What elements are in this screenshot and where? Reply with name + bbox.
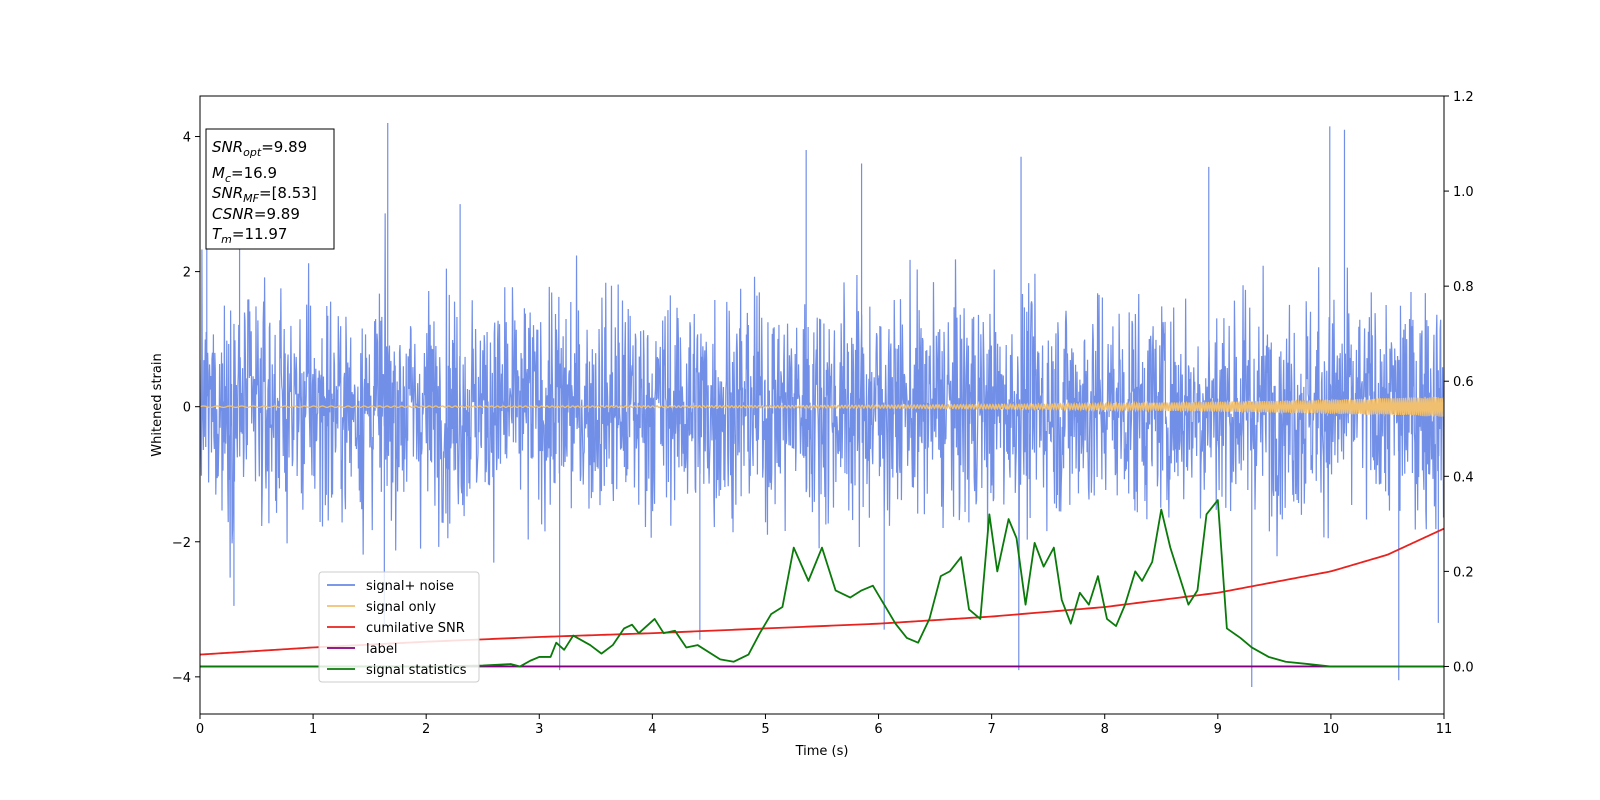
y2-tick-label: 1.2 bbox=[1453, 90, 1474, 105]
x-tick-label: 4 bbox=[648, 722, 656, 737]
y-tick-label: 0 bbox=[183, 401, 191, 416]
y-axis-left: −4 −2 0 2 4 bbox=[172, 131, 200, 686]
x-tick-label: 10 bbox=[1323, 722, 1340, 737]
x-tick-label: 2 bbox=[422, 722, 430, 737]
annotation-line: SNRMF=[8.53] bbox=[212, 184, 317, 205]
legend-entry: signal+ noise bbox=[366, 579, 454, 594]
legend-entry: signal only bbox=[366, 600, 436, 615]
x-axis: 0 1 2 3 4 5 6 7 8 9 10 11 bbox=[196, 714, 1452, 737]
y2-tick-label: 1.0 bbox=[1453, 185, 1474, 200]
annotation-line: Mc=16.9 bbox=[212, 164, 277, 185]
x-tick-label: 11 bbox=[1436, 722, 1453, 737]
legend-entry: cumilative SNR bbox=[366, 621, 465, 636]
x-tick-label: 7 bbox=[987, 722, 995, 737]
x-axis-label: Time (s) bbox=[795, 744, 849, 759]
annotation-line: CSNR=9.89 bbox=[212, 205, 300, 223]
annotation-line: Tm=11.97 bbox=[212, 225, 287, 246]
annotation-line: SNRopt=9.89 bbox=[212, 138, 307, 159]
y-tick-label: 4 bbox=[183, 131, 191, 146]
series-signal-noise bbox=[200, 123, 1444, 687]
legend-entry: signal statistics bbox=[366, 663, 467, 678]
plot-frame bbox=[199, 95, 1445, 715]
x-tick-label: 0 bbox=[196, 722, 204, 737]
x-tick-label: 9 bbox=[1214, 722, 1222, 737]
legend-entry: label bbox=[366, 642, 397, 657]
series-signal-only bbox=[200, 396, 1444, 418]
y-axis-right: 0.0 0.2 0.4 0.6 0.8 1.0 1.2 bbox=[1444, 90, 1474, 675]
y2-tick-label: 0.4 bbox=[1453, 470, 1474, 485]
legend: signal+ noise signal only cumilative SNR la… bbox=[318, 571, 480, 683]
y-tick-label: −2 bbox=[172, 536, 191, 551]
x-tick-label: 6 bbox=[874, 722, 882, 737]
y2-tick-label: 0.6 bbox=[1453, 375, 1474, 390]
y-axis-label: Whitened strain bbox=[150, 353, 165, 456]
y2-tick-label: 0.0 bbox=[1453, 660, 1474, 675]
y2-tick-label: 0.8 bbox=[1453, 280, 1474, 295]
x-tick-label: 3 bbox=[535, 722, 543, 737]
y-tick-label: −4 bbox=[172, 671, 191, 686]
x-tick-label: 1 bbox=[309, 722, 317, 737]
x-tick-label: 5 bbox=[761, 722, 769, 737]
x-tick-label: 8 bbox=[1101, 722, 1109, 737]
series-signal-statistics bbox=[200, 499, 1444, 668]
y2-tick-label: 0.2 bbox=[1453, 565, 1474, 580]
y-tick-label: 2 bbox=[183, 266, 191, 281]
